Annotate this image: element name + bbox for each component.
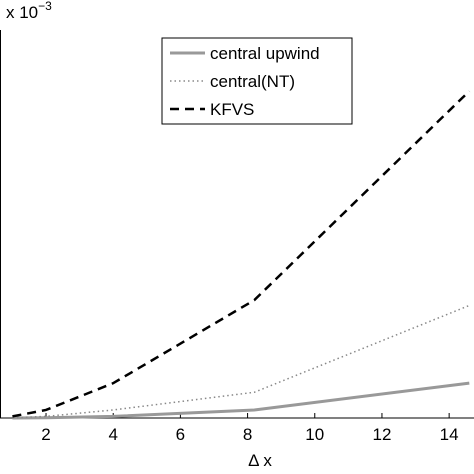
x-tick-label: 4 [108, 425, 117, 444]
legend-label: KFVS [210, 100, 254, 119]
legend-label: central(NT) [210, 72, 295, 91]
x-tick-label: 8 [243, 425, 252, 444]
y-multiplier: x 10−3 [6, 0, 52, 22]
x-axis-label: Δ x [248, 451, 272, 470]
y-multiplier-base: x 10 [6, 3, 38, 22]
series-line [12, 304, 470, 419]
x-tick-label: 6 [176, 425, 185, 444]
series-line [12, 381, 470, 420]
x-tick-label: 10 [305, 425, 324, 444]
x-tick-label: 12 [372, 425, 391, 444]
x-tick-label: 14 [440, 425, 459, 444]
series-line [12, 90, 471, 418]
legend-label: central upwind [210, 44, 320, 63]
x-tick-label: 2 [41, 425, 50, 444]
y-multiplier-exponent: −3 [38, 0, 52, 13]
